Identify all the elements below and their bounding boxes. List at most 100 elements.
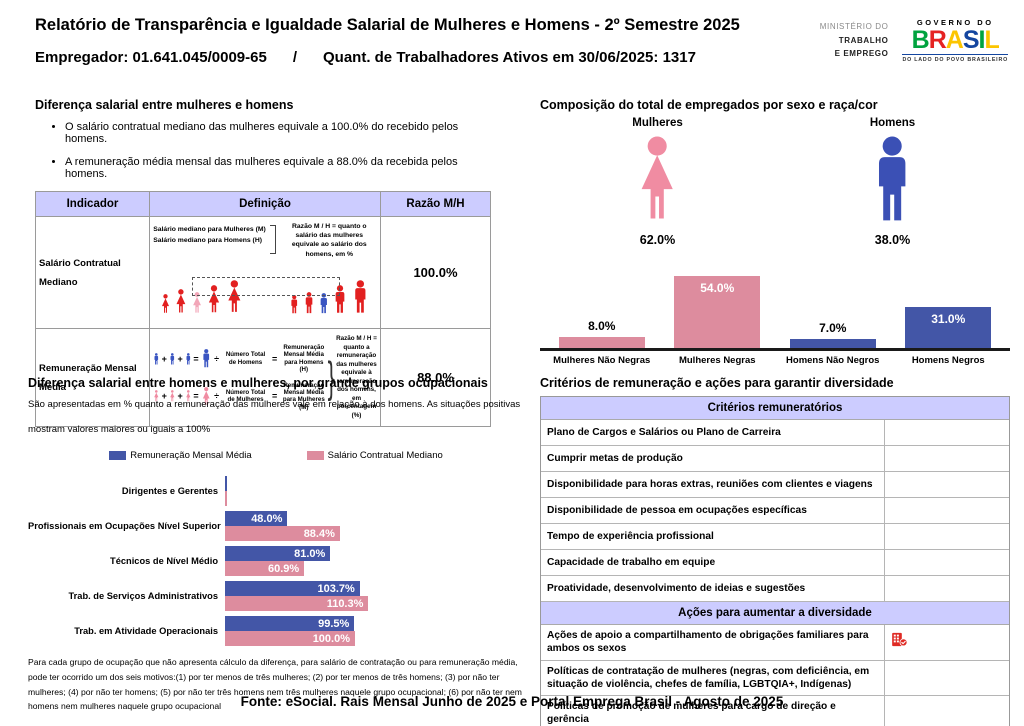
- ministry-line1: MINISTÉRIO DO: [819, 22, 889, 32]
- divide-sign: ÷: [214, 353, 220, 364]
- occupation-label: Dirigentes e Gerentes: [121, 486, 218, 496]
- bar: 31.0%: [905, 306, 992, 348]
- criteria-value-cell: [885, 446, 1009, 471]
- company-check-icon: [891, 632, 908, 652]
- bar-value-label: 88.4%: [303, 527, 335, 540]
- definition-mean-salary: + + = ÷ Número Total de Homens = Remuneraç…: [149, 328, 381, 427]
- criteria-label: Proatividade, desenvolvimento de ideias …: [541, 576, 885, 601]
- occupational-footnote: Para cada grupo de ocupação que não apre…: [28, 657, 522, 712]
- source-footer: Fonte: eSocial. Rais Mensal Junho de 202…: [240, 694, 784, 709]
- person-figure: [289, 294, 300, 314]
- indicator-median-salary: Salário Contratual Mediano: [35, 216, 150, 329]
- bar: [225, 476, 227, 491]
- ministry-wordmark: MINISTÉRIO DO TRABALHO E EMPREGO: [820, 20, 889, 61]
- criteria-label: Cumprir metas de produção: [541, 446, 885, 471]
- bar: 100.0%: [225, 631, 355, 646]
- page-subtitle: Empregador: 01.641.045/0009-65 / Quant. de…: [35, 49, 805, 66]
- criteria-label: Ações de apoio a compartilhamento de obr…: [541, 625, 885, 660]
- bullet-median-salary: O salário contratual mediano das mulhere…: [65, 121, 491, 145]
- race-labels: Mulheres Não Negras Mulheres Negras Homens…: [540, 355, 1010, 366]
- active-workers: Quant. de Trabalhadores Ativos em 30/06/…: [322, 49, 696, 66]
- median-men-label: Salário mediano para Homens (H): [153, 237, 262, 244]
- criteria-row: Ações de apoio a compartilhamento de obr…: [541, 625, 1009, 661]
- men-formula-icons: + + =: [153, 349, 211, 368]
- criteria-label: Políticas de promoção de mulheres para c…: [541, 696, 885, 726]
- women-result-label: Remuneração Mensal Média para Mulheres (…: [282, 381, 325, 411]
- bar: 48.0%: [225, 511, 288, 526]
- criteria-section: Critérios de remuneração e ações para ga…: [540, 376, 1010, 726]
- occupation-bars: [225, 476, 227, 506]
- women-pictogram: Mulheres 62.0%: [540, 117, 775, 247]
- brasil-wordmark: BRASIL: [902, 28, 1008, 53]
- employer-id: Empregador: 01.641.045/0009-65: [35, 49, 267, 66]
- salary-difference-title: Diferença salarial entre mulheres e home…: [35, 98, 294, 112]
- col-header-indicator: Indicador: [35, 191, 150, 217]
- bar-column: 7.0%: [789, 321, 876, 348]
- bar: 88.4%: [225, 526, 340, 541]
- person-figure: [206, 284, 222, 314]
- definition-median-salary: Salário mediano para Mulheres (M) Salári…: [149, 216, 381, 329]
- men-figure-group: [289, 279, 370, 314]
- legend-label: Remuneração Mensal Média: [130, 450, 252, 461]
- occupation-row: Profissionais em Ocupações Nível Superio…: [28, 511, 524, 541]
- person-figure: [160, 293, 171, 314]
- brand-letter: R: [928, 26, 947, 54]
- women-divisor-label: Número Total de Mulheres: [225, 388, 266, 404]
- criteria-row: Políticas de contratação de mulheres (ne…: [541, 660, 1009, 696]
- bracket-shape: [269, 225, 276, 254]
- man-icon: [868, 136, 916, 229]
- median-ratio-note: Razão M / H = quanto o salário das mulhe…: [291, 223, 367, 258]
- bullet-mean-salary: A remuneração média mensal das mulheres …: [65, 156, 491, 180]
- brasil-logo: GOVERNO DO BRASIL DO LADO DO POVO BRASIL…: [902, 18, 1008, 63]
- criteria-value-cell: [885, 420, 1009, 445]
- bar: 110.3%: [225, 596, 369, 611]
- race-bars: 8.0% 54.0% 7.0% 31.0%: [540, 270, 1010, 348]
- occupational-intro-line2: mostram valores maiores ou iguais a 100%: [28, 424, 211, 435]
- criteria-row: Disponibilidade para horas extras, reuni…: [541, 472, 1009, 498]
- occupation-label: Profissionais em Ocupações Nível Superio…: [28, 521, 221, 531]
- ministry-line3: E EMPREGO: [834, 49, 889, 59]
- criteria-row: Proatividade, desenvolvimento de ideias …: [541, 576, 1009, 602]
- occupation-bars: 103.7% 110.3%: [225, 581, 369, 611]
- criteria-label: Plano de Cargos e Salários ou Plano de C…: [541, 420, 885, 445]
- legend-label: Salário Contratual Mediano: [327, 450, 443, 461]
- criteria-label: Políticas de contratação de mulheres (ne…: [541, 660, 885, 695]
- brand-letter: A: [945, 26, 964, 54]
- criteria-table: Critérios remuneratórios Plano de Cargos …: [540, 396, 1010, 726]
- sex-pictogram: Mulheres 62.0% Homens 38.0%: [540, 117, 1010, 247]
- criteria-title: Critérios de remuneração e ações para ga…: [540, 376, 894, 390]
- brace-shape: }: [327, 352, 336, 402]
- bar: 54.0%: [674, 276, 761, 348]
- highlighted-man-figure: [318, 292, 330, 314]
- criteria-value-cell: [885, 550, 1009, 575]
- ratio-mean-salary: 88.0%: [380, 328, 491, 427]
- bar-value-label: 31.0%: [931, 311, 966, 326]
- bar: [789, 338, 876, 348]
- women-label: Mulheres: [632, 117, 683, 129]
- salary-bullets: O salário contratual mediano das mulhere…: [35, 121, 491, 180]
- race-chart-axis: [540, 348, 1010, 351]
- person-figure: [351, 279, 370, 314]
- occupation-row: Trab. em Atividade Operacionais 99.5% 100.…: [28, 616, 524, 646]
- occupation-bars: 81.0% 60.9%: [225, 546, 331, 576]
- race-bar-chart: 8.0% 54.0% 7.0% 31.0% Mulheres Não Negras Mu…: [540, 270, 1010, 366]
- men-percentage: 38.0%: [874, 233, 911, 247]
- legend-item: Remuneração Mensal Média: [109, 450, 252, 461]
- criteria-value-cell: [885, 498, 1009, 523]
- bar-value-label: 8.0%: [588, 319, 616, 334]
- criteria-row: Políticas de promoção de mulheres para c…: [541, 696, 1009, 726]
- criteria-value-cell: [885, 524, 1009, 549]
- brand-letter: S: [962, 26, 980, 54]
- occupation-row: Técnicos de Nível Médio 81.0% 60.9%: [28, 546, 524, 576]
- men-divisor-label: Número Total de Homens: [225, 351, 266, 366]
- composition-section: Composição do total de empregados por se…: [540, 98, 1010, 247]
- criteria-section-header: Ações para aumentar a diversidade: [541, 602, 1009, 625]
- brasil-tagline: DO LADO DO POVO BRASILEIRO: [902, 54, 1008, 63]
- women-figure-group: [160, 279, 244, 314]
- person-figure: [174, 288, 188, 314]
- occupation-label: Trab. em Atividade Operacionais: [74, 626, 218, 636]
- brand-letter: I: [978, 26, 986, 54]
- criteria-row: Plano de Cargos e Salários ou Plano de C…: [541, 420, 1009, 446]
- occupational-title: Diferença salarial entre homens e mulher…: [28, 376, 488, 390]
